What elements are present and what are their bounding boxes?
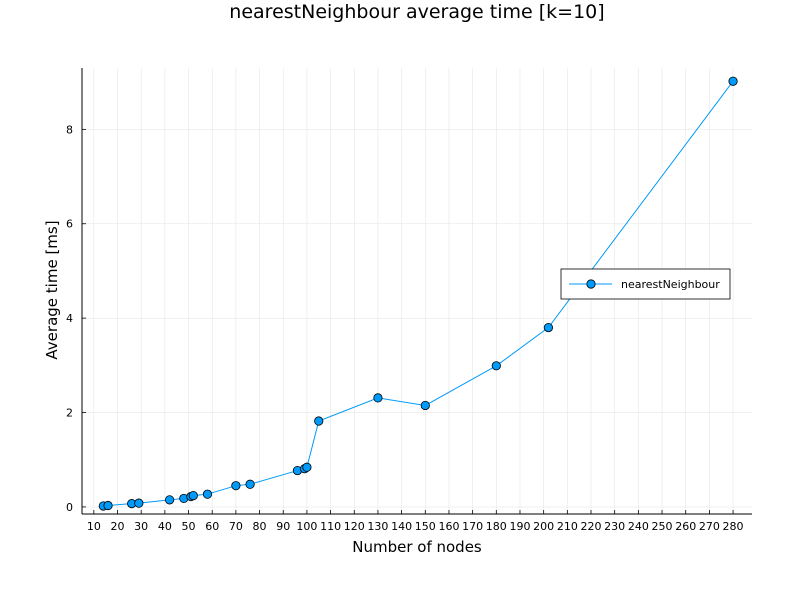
y-axis-title: Average time [ms] xyxy=(43,220,61,359)
data-point xyxy=(302,462,312,472)
x-tick-label: 250 xyxy=(652,520,673,533)
x-tick-label: 190 xyxy=(509,520,530,533)
y-tick-label: 0 xyxy=(66,501,73,514)
x-tick-label: 280 xyxy=(723,520,744,533)
y-tick-labels: 0 2 4 6 8 xyxy=(66,123,73,514)
x-tick-label: 100 xyxy=(296,520,317,533)
data-point xyxy=(420,400,430,411)
x-tick-label: 130 xyxy=(367,520,388,533)
x-tick-label: 60 xyxy=(205,520,219,533)
x-tick-label: 50 xyxy=(182,520,196,533)
data-point xyxy=(202,489,213,499)
data-point xyxy=(103,500,113,511)
x-tick-label: 170 xyxy=(462,520,483,533)
y-tick-label: 2 xyxy=(66,407,73,420)
data-point xyxy=(231,481,241,491)
x-tick-label: 210 xyxy=(557,520,578,533)
series xyxy=(98,76,738,511)
series-line xyxy=(103,80,734,507)
data-point xyxy=(188,490,198,501)
data-point xyxy=(543,322,553,333)
data-point xyxy=(728,76,738,86)
x-axis-title: Number of nodes xyxy=(352,538,482,556)
x-tick-label: 260 xyxy=(675,520,696,533)
legend-marker xyxy=(586,279,596,289)
x-tick-label: 230 xyxy=(604,520,625,533)
legend-label: nearestNeighbour xyxy=(621,278,720,291)
x-tick-label: 80 xyxy=(253,520,267,533)
x-tick-label: 70 xyxy=(229,520,243,533)
y-tick-label: 4 xyxy=(66,312,73,325)
x-tick-label: 40 xyxy=(158,520,172,533)
y-tick-label: 8 xyxy=(66,123,73,136)
data-point xyxy=(134,498,144,508)
data-point xyxy=(245,479,255,489)
x-tick-label: 140 xyxy=(391,520,412,533)
x-tick-label: 220 xyxy=(581,520,602,533)
data-point xyxy=(164,495,175,505)
x-tick-label: 110 xyxy=(320,520,341,533)
x-tick-label: 240 xyxy=(628,520,649,533)
data-point xyxy=(491,361,501,371)
x-tick-label: 90 xyxy=(276,520,290,533)
x-tick-label: 200 xyxy=(533,520,554,533)
x-tick-label: 120 xyxy=(344,520,365,533)
x-tick-label: 30 xyxy=(134,520,148,533)
x-tick-labels: 10 20 30 40 50 60 70 80 90 100 110 120 130 140 150 160 1… xyxy=(87,520,744,533)
data-point xyxy=(314,416,324,426)
x-tick-label: 180 xyxy=(486,520,507,533)
legend: nearestNeighbour xyxy=(560,268,731,300)
data-point xyxy=(373,393,383,403)
chart-title: nearestNeighbour average time [k=10] xyxy=(229,1,604,23)
x-tick-label: 160 xyxy=(438,520,459,533)
axes xyxy=(81,68,752,515)
x-tick-label: 270 xyxy=(699,520,720,533)
y-tick-label: 6 xyxy=(66,218,73,231)
x-tick-label: 20 xyxy=(111,520,125,533)
x-tick-label: 150 xyxy=(415,520,436,533)
x-tick-label: 10 xyxy=(87,520,101,533)
